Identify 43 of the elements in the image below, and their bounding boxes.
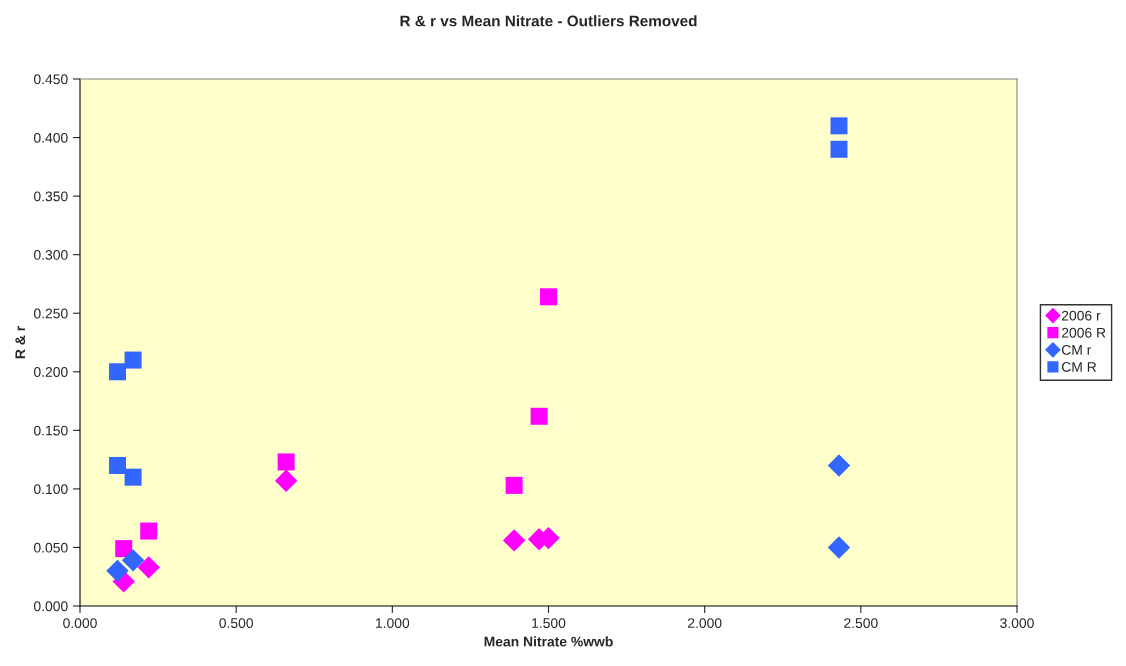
x-tick-label: 3.000 xyxy=(1000,618,1034,629)
legend-label: 2006 R xyxy=(1061,327,1106,338)
y-tick-label: 0.400 xyxy=(33,132,68,143)
point xyxy=(124,468,142,486)
point xyxy=(827,454,851,477)
x-tick-label: 0.000 xyxy=(63,618,97,629)
y-tick-label: 0.350 xyxy=(33,191,68,202)
point xyxy=(121,549,145,572)
point xyxy=(124,351,142,369)
y-tick-label: 0.100 xyxy=(33,484,68,495)
y-tick-label: 0.300 xyxy=(33,250,68,260)
point xyxy=(505,476,523,494)
x-tick-label: 2.500 xyxy=(844,618,878,629)
y-tick-label: 0.200 xyxy=(33,367,68,377)
point xyxy=(115,540,133,558)
point xyxy=(830,117,848,135)
point xyxy=(137,556,160,579)
y-tick-label: 0.000 xyxy=(33,601,68,612)
legend-label: 2006 r xyxy=(1061,310,1101,321)
point xyxy=(277,453,295,471)
x-tick-label: 2.000 xyxy=(687,618,722,629)
point xyxy=(108,456,126,474)
point xyxy=(108,363,126,381)
point xyxy=(530,407,548,425)
point xyxy=(274,469,298,492)
legend-label: CM r xyxy=(1061,344,1092,355)
x-tick-label: 1.000 xyxy=(376,618,410,629)
y-tick-label: 0.450 xyxy=(33,74,68,85)
legend-label: CM R xyxy=(1061,362,1097,372)
chart-title: R & r vs Mean Nitrate - Outliers Removed xyxy=(400,15,697,27)
point xyxy=(830,140,848,158)
y-axis-title: R & r xyxy=(15,326,26,359)
x-axis-title: Mean Nitrate %wwb xyxy=(484,636,613,647)
point xyxy=(827,536,851,559)
x-tick-label: 1.500 xyxy=(532,618,566,629)
x-tick-label: 0.500 xyxy=(219,618,253,629)
point xyxy=(106,559,129,583)
point xyxy=(140,522,158,540)
y-tick-label: 0.250 xyxy=(33,308,68,319)
y-tick-label: 0.150 xyxy=(33,425,68,436)
y-tick-label: 0.050 xyxy=(33,542,68,553)
point xyxy=(502,529,526,552)
point xyxy=(539,288,558,306)
